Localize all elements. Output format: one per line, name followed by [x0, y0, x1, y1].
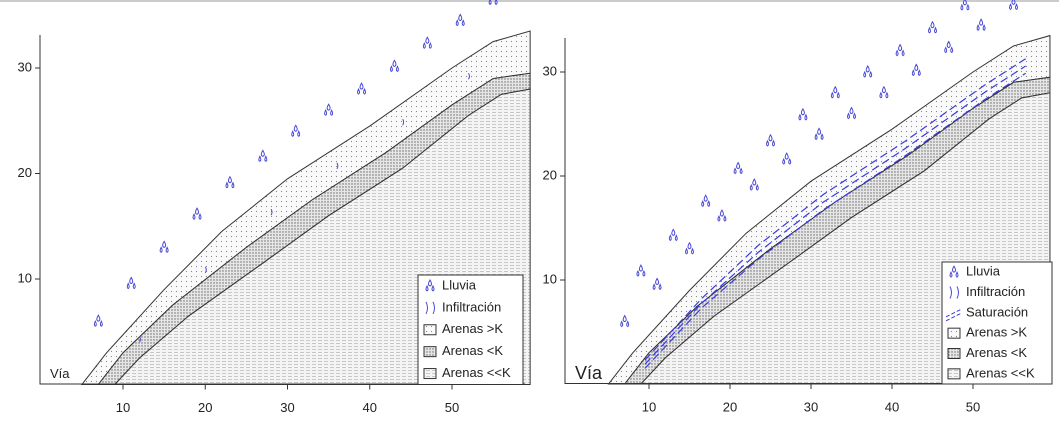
legend-swatch [947, 368, 961, 380]
legend-label: Infiltración [966, 284, 1025, 299]
raindrop-icon [879, 85, 889, 99]
legend-swatch [423, 346, 437, 358]
raindrop-icon [1009, 0, 1018, 10]
raindrop-icon [357, 82, 367, 95]
raindrop-icon [422, 36, 432, 49]
raindrop-icon [814, 127, 824, 140]
legend-label: Lluvia [442, 277, 477, 292]
legend-label: Arenas >K [966, 325, 1027, 340]
legend-label: Arenas <<K [966, 365, 1035, 380]
raindrop-icon [389, 59, 399, 72]
x-tick-label: 50 [966, 399, 980, 414]
slope-panel: 10 20 30 10 20 30 40 50 Vía Lluvia Infiltración Are… [18, 0, 531, 415]
x-tick-label: 30 [280, 400, 294, 415]
legend-label: Arenas <K [442, 343, 503, 358]
raindrop-icon [620, 314, 630, 328]
raindrop-icon [863, 65, 873, 78]
raindrop-icon [225, 175, 235, 189]
infiltration-mark [204, 266, 207, 274]
x-tick-label: 40 [885, 399, 899, 414]
y-tick-label: 30 [543, 63, 557, 78]
raindrop-icon [798, 107, 808, 121]
raindrop-icon [425, 278, 435, 292]
legend-swatch [947, 348, 961, 359]
x-tick-label: 20 [198, 400, 212, 415]
raindrop-icon [749, 178, 759, 191]
road-label: Vía [50, 366, 70, 381]
infiltration-mark [468, 72, 470, 80]
legend-box [941, 261, 1053, 385]
saturation-line [644, 72, 1026, 369]
raindrop-icon [291, 124, 301, 137]
x-tick-label: 10 [116, 400, 130, 415]
raindrop-icon [652, 277, 662, 291]
raindrop-icon [928, 20, 937, 34]
raindrop-icon [733, 161, 743, 175]
raindrop-icon [455, 13, 465, 27]
raindrop-icon [960, 0, 970, 11]
y-tick-label: 20 [543, 167, 557, 182]
raindrop-icon [847, 106, 856, 120]
legend-label: Lluvia [966, 264, 1001, 279]
saturation-line [644, 65, 1026, 365]
saturation-line [644, 58, 1026, 361]
infiltration-mark [139, 335, 141, 343]
raindrop-icon [668, 228, 678, 241]
raindrop-icon [258, 149, 268, 162]
x-tick-label: 40 [363, 400, 377, 415]
legend-label: Arenas <<K [442, 365, 511, 380]
raindrop-icon [949, 265, 959, 278]
raindrop-icon [685, 241, 694, 255]
raindrop-icon [636, 264, 646, 277]
x-tick-label: 30 [804, 399, 818, 414]
x-tick-label: 10 [642, 399, 656, 414]
y-tick-label: 10 [543, 271, 557, 286]
legend-infiltration [425, 301, 435, 315]
legend-label: Arenas >K [442, 321, 503, 336]
legend-label: Saturación [966, 304, 1028, 319]
raindrop-icon [717, 209, 727, 222]
infiltration-mark [270, 208, 273, 216]
raindrop-icon [944, 40, 954, 54]
legend-swatch [423, 324, 437, 336]
infiltration-mark [402, 118, 405, 126]
infiltration-mark [336, 162, 339, 170]
x-tick-label: 20 [723, 399, 737, 414]
raindrop-icon [782, 152, 792, 165]
raindrop-icon [324, 103, 334, 116]
y-tick-label: 20 [18, 165, 32, 180]
legend-swatch [423, 368, 437, 380]
legend-infiltration [949, 286, 959, 299]
x-tick-label: 50 [445, 400, 459, 415]
legend-label: Arenas <K [966, 345, 1027, 360]
raindrop-icon [976, 18, 986, 31]
raindrop-icon [488, 0, 498, 5]
raindrop-icon [830, 85, 840, 99]
raindrop-icon [766, 133, 775, 147]
raindrop-icon [159, 240, 169, 253]
raindrop-icon [192, 207, 202, 220]
legend-label: Infiltración [442, 299, 501, 314]
raindrop-icon [911, 63, 921, 76]
road-label: Vía [575, 363, 603, 383]
y-tick-label: 10 [18, 270, 32, 285]
raindrop-icon [93, 314, 103, 327]
legend-saturation [945, 308, 963, 322]
y-tick-label: 30 [18, 59, 32, 74]
raindrop-icon [701, 194, 711, 207]
legend-swatch [947, 327, 961, 339]
raindrop-icon [126, 276, 136, 290]
raindrop-icon [895, 43, 905, 57]
slope-panel: 10 20 30 10 20 30 40 50 Vía Lluvia Infiltración Sat… [543, 0, 1053, 414]
